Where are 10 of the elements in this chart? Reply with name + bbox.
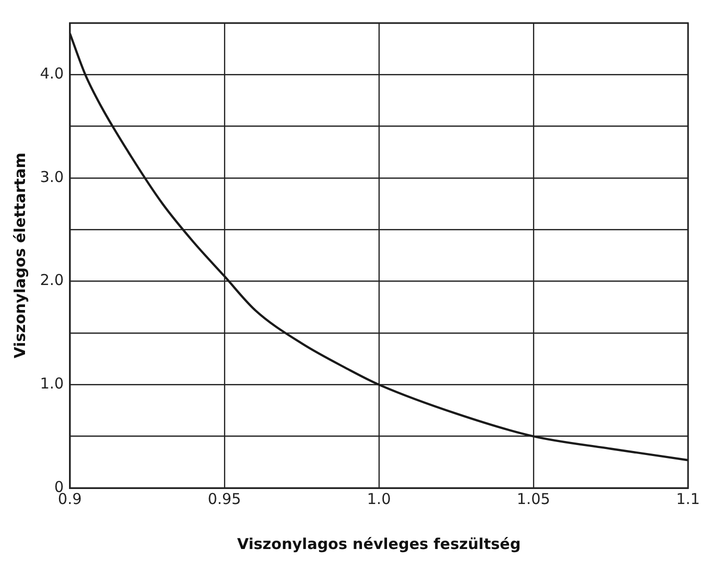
x-tick-label: 0.95 xyxy=(208,490,242,508)
x-tick-label: 1.05 xyxy=(516,490,550,508)
y-tick-label: 3.0 xyxy=(40,168,64,186)
x-axis-title: Viszonylagos névleges feszültség xyxy=(237,534,521,553)
y-tick-label: 1.0 xyxy=(40,374,64,393)
y-axis-title: Viszonylagos élettartam xyxy=(10,152,29,358)
x-tick-label: 1.0 xyxy=(367,490,391,508)
y-tick-label: 4.0 xyxy=(40,64,64,83)
y-tick-label: 2.0 xyxy=(40,271,64,290)
x-tick-label: 1.1 xyxy=(676,490,700,508)
